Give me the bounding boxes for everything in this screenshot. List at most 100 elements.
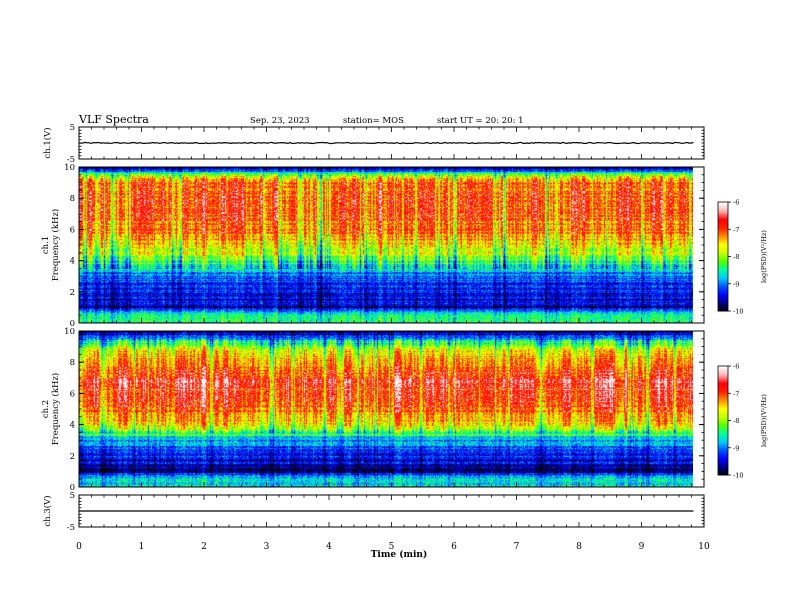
y-tick-label: 6 <box>70 225 75 235</box>
x-tick-label: 1 <box>139 542 145 552</box>
colorbar-segment <box>718 303 728 307</box>
y-tick-label: 8 <box>70 194 75 204</box>
colorbar-segment <box>718 281 728 285</box>
colorbar-segment <box>718 280 728 283</box>
x-axis-label: Time (min) <box>371 549 428 560</box>
colorbar-segment <box>718 465 728 469</box>
colorbar-segment <box>718 416 728 420</box>
colorbar-tick-label: -7 <box>733 390 739 398</box>
date-label: Sep. 23, 2023 <box>250 116 310 126</box>
figure-title: VLF Spectra <box>78 113 149 126</box>
x-tick-label: 9 <box>639 542 645 552</box>
colorbar-segment <box>718 296 728 299</box>
colorbar-segment <box>718 247 728 250</box>
x-tick-label: 3 <box>264 542 270 552</box>
y-axis-frequency-label: Frequency (kHz) <box>50 373 61 445</box>
colorbar-segment <box>718 467 728 471</box>
colorbar-segment <box>718 218 728 221</box>
colorbar-segment <box>718 436 728 440</box>
colorbar-segment <box>718 267 728 270</box>
x-tick-label: 8 <box>576 542 582 552</box>
x-tick-label: 10 <box>698 542 710 552</box>
colorbar-segment <box>718 245 728 248</box>
colorbar-segment <box>718 393 728 396</box>
colorbar-segment <box>718 236 728 239</box>
colorbar-tick-label: -7 <box>733 226 739 234</box>
spectrogram-image-ch2 <box>79 331 693 487</box>
colorbar-segment <box>718 258 728 261</box>
colorbar-segment <box>718 225 728 228</box>
colorbar-segment <box>718 261 728 265</box>
colorbar-segment <box>718 369 728 372</box>
ch3-waveform-panel: 5 -5 ch.3(V) <box>42 491 705 533</box>
y-tick-label: 2 <box>70 452 75 462</box>
colorbar-segment <box>718 252 728 256</box>
y-tick-label: 0 <box>70 319 75 329</box>
colorbar-segment <box>718 216 728 219</box>
x-tick-label: 6 <box>451 542 457 552</box>
ch2-spectrogram-panel: 0 2 4 6 8 10 ch.2 Frequency (kHz) <box>41 327 705 493</box>
colorbar-segment <box>718 405 728 409</box>
colorbar-segment <box>718 382 728 385</box>
y-axis-frequency-label: Frequency (kHz) <box>50 209 61 281</box>
colorbar-segment <box>718 276 728 279</box>
colorbar-segment <box>718 407 728 411</box>
colorbar-segment <box>718 207 728 210</box>
y-tick-label: 4 <box>70 421 75 431</box>
y-tick-label: -5 <box>67 523 75 533</box>
colorbar-segment <box>718 420 728 423</box>
colorbar-segment <box>718 427 728 431</box>
colorbar-segment <box>718 220 728 223</box>
colorbar-segment <box>718 425 728 429</box>
colorbar-segment <box>718 289 728 292</box>
colorbar-segment <box>718 234 728 238</box>
colorbar-segment <box>718 380 728 383</box>
colorbar-tick-label: -8 <box>733 417 739 425</box>
colorbar-segment <box>718 232 728 236</box>
colorbar-tick-label: -6 <box>733 199 739 207</box>
x-tick-label: 0 <box>76 542 82 552</box>
colorbar-segment <box>718 263 728 267</box>
start-time-label: start UT = 20: 20: 1 <box>437 116 524 126</box>
colorbar-segment <box>718 424 728 427</box>
colorbar-tick-label: -6 <box>733 363 739 371</box>
colorbar-segment <box>718 404 728 407</box>
colorbar-segment <box>718 238 728 241</box>
colorbar-segment <box>718 451 728 454</box>
y-tick-label: 0 <box>70 483 75 493</box>
colorbar-segment <box>718 292 728 296</box>
colorbar-segment <box>718 367 728 371</box>
colorbar-segment <box>718 413 728 416</box>
colorbar-segment <box>718 411 728 414</box>
colorbar-segment <box>718 473 728 476</box>
colorbar-segment <box>718 444 728 447</box>
colorbar-segment <box>718 294 728 297</box>
colorbar-segment <box>718 298 728 301</box>
colorbar-segment <box>718 431 728 434</box>
x-tick-label: 4 <box>326 542 332 552</box>
colorbar-segment <box>718 433 728 436</box>
x-tick-label: 2 <box>201 542 207 552</box>
station-label: station= MOS <box>343 116 404 126</box>
colorbar-segment <box>718 211 728 214</box>
colorbar-segment <box>718 301 728 305</box>
colorbar-segment <box>718 445 728 449</box>
colorbar-segment <box>718 249 728 252</box>
colorbar-segment <box>718 271 728 274</box>
time-axis: 0 1 2 3 4 5 6 7 8 9 10 <box>76 542 710 552</box>
x-tick-label: 7 <box>514 542 520 552</box>
colorbar-segment <box>718 429 728 432</box>
x-tick-label: 5 <box>389 542 395 552</box>
y-tick-label: 10 <box>64 327 75 337</box>
waveform-line <box>78 141 694 145</box>
colorbar-tick-label: -9 <box>733 280 739 288</box>
y-axis-channel-label: ch.2 <box>41 400 51 418</box>
y-tick-label: 10 <box>64 163 75 173</box>
colorbar-segment <box>718 243 728 247</box>
colorbar-segment <box>718 460 728 463</box>
colorbar-segment <box>718 462 728 465</box>
colorbar-segment <box>718 378 728 382</box>
colorbar-segment <box>718 260 728 263</box>
colorbar-label: log(PSD)(V²/Hz) <box>760 230 768 283</box>
colorbar-segment <box>718 400 728 403</box>
